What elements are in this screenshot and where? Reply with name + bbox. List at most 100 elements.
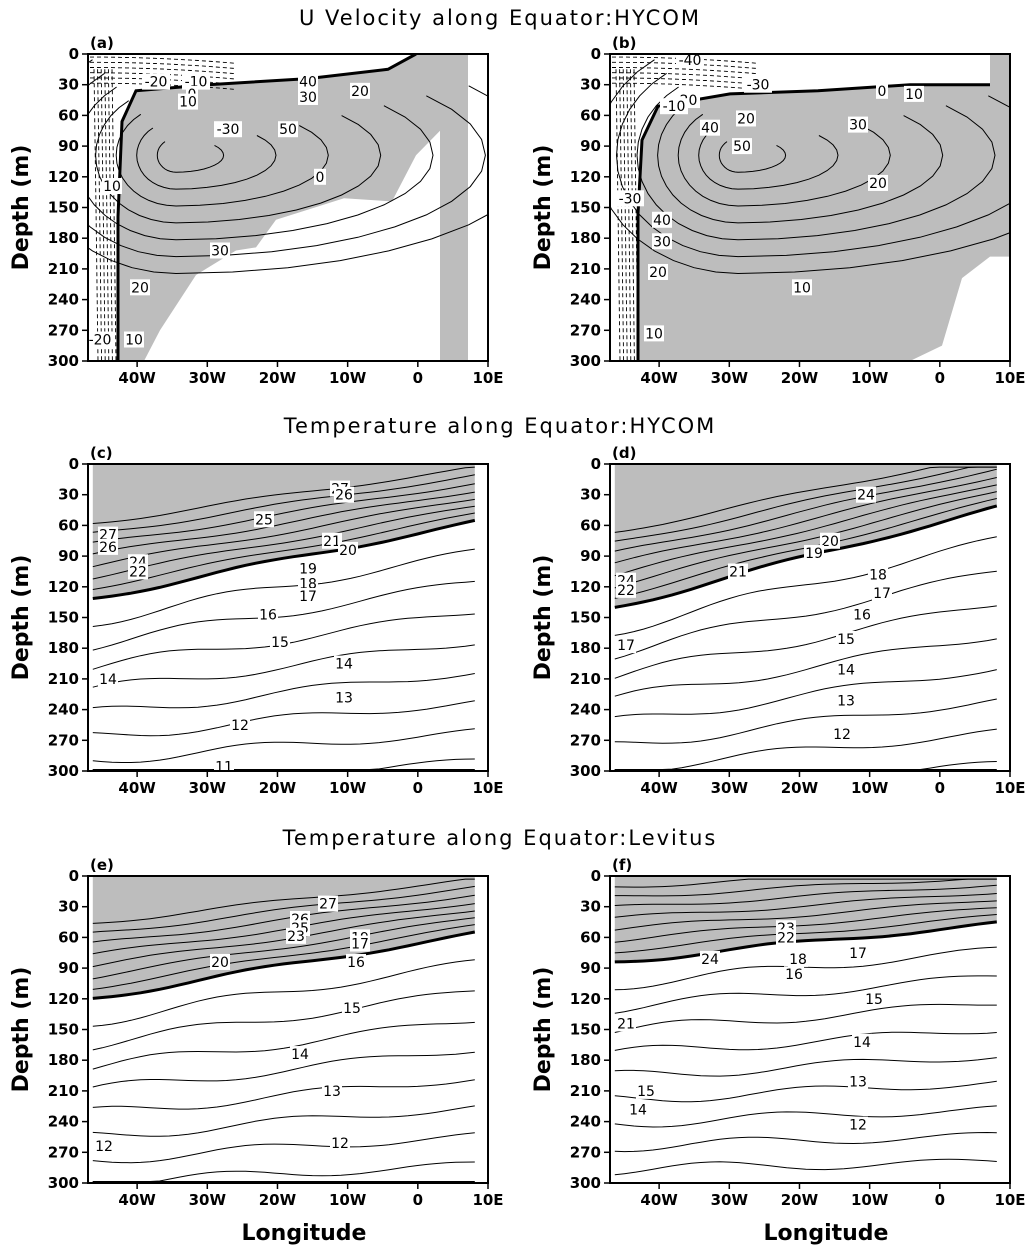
y-tick-label: 180: [570, 1051, 601, 1069]
contour-label: 14: [853, 1035, 871, 1051]
westward-contour: [100, 69, 106, 361]
y-tick-label: 30: [580, 898, 601, 916]
y-tick-label: 120: [48, 990, 79, 1008]
contour-label-bg: [98, 670, 118, 687]
westward-contour: [619, 69, 625, 361]
velocity-contour: [88, 59, 488, 275]
isotherm: [614, 1080, 997, 1103]
contour-label-bg: [652, 233, 672, 250]
isotherm: [92, 1161, 475, 1182]
contour-label: -20: [89, 333, 112, 349]
contour-label: 16: [259, 607, 277, 623]
y-tick-label: 180: [570, 639, 601, 657]
contour-label: 22: [777, 930, 795, 946]
westward-contour: [612, 72, 757, 80]
contour-label: 12: [95, 1139, 113, 1155]
panel-label: (c): [90, 444, 113, 462]
contour-label: 10: [125, 333, 143, 349]
contour-label: 26: [335, 488, 353, 504]
isotherm: [92, 903, 475, 955]
contour-label: 24: [701, 952, 719, 968]
y-tick-label: 300: [570, 1174, 601, 1192]
y-tick-label: 150: [48, 609, 79, 627]
contour-label-bg: [872, 584, 892, 601]
contour-label-bg: [342, 1000, 362, 1017]
contour-label-bg: [178, 93, 198, 110]
y-tick-label: 300: [570, 352, 601, 370]
row-title-2: Temperature along Equator:HYCOM: [283, 414, 717, 438]
contour-label-bg: [278, 121, 298, 138]
x-tick-label: 0: [413, 1191, 423, 1209]
contour-label: 14: [335, 657, 353, 673]
isotherm: [92, 910, 475, 968]
y-tick-label: 240: [570, 1113, 601, 1131]
y-tick-label: 270: [48, 731, 79, 749]
contour-label-bg: [876, 82, 888, 99]
y-tick-label: 0: [69, 455, 79, 473]
contour-label-bg: [736, 110, 756, 127]
contour-label: 22: [617, 583, 635, 599]
y-tick-label: 180: [48, 1051, 79, 1069]
y-tick-label: 120: [570, 168, 601, 186]
isotherm: [92, 491, 475, 555]
contour-label: 14: [99, 672, 117, 688]
x-tick-label: 30W: [711, 779, 749, 797]
contour-label-bg: [214, 121, 242, 138]
isotherm: [92, 924, 475, 990]
y-tick-label: 210: [570, 260, 601, 278]
contour-label-bg: [334, 486, 354, 503]
contour-label-bg: [636, 1082, 656, 1099]
westward-contour: [104, 69, 110, 361]
contour-label-bg: [628, 1101, 648, 1118]
contour-label: 10: [179, 95, 197, 111]
contour-label: 20: [821, 534, 839, 550]
isotherm: [614, 536, 997, 636]
isotherm: [614, 914, 997, 954]
isotherm: [92, 474, 475, 533]
plot-area: [88, 54, 488, 361]
isotherm: [614, 975, 997, 1014]
y-tick-label: 30: [580, 76, 601, 94]
contour-label-bg: [820, 532, 840, 549]
y-tick-label: 30: [58, 898, 79, 916]
plot-area: [92, 464, 476, 770]
x-tick-label: 0: [413, 779, 423, 797]
contour-label: -10: [663, 99, 686, 115]
isotherm: [92, 917, 475, 980]
contour-label: 22: [129, 564, 147, 580]
isotherm: [92, 990, 475, 1051]
y-tick-label: 210: [570, 670, 601, 688]
contour-label-bg: [728, 563, 748, 580]
contour-label-bg: [788, 950, 808, 967]
y-tick-label: 300: [570, 762, 601, 780]
contour-label: 10: [645, 326, 663, 342]
x-tick-label: 40W: [118, 1191, 156, 1209]
contour-label-bg: [616, 1015, 636, 1032]
contour-label-bg: [322, 532, 342, 549]
y-tick-label: 270: [48, 1143, 79, 1161]
contour-label-bg: [856, 486, 876, 503]
isotherm: [614, 638, 997, 697]
x-tick-label: 40W: [640, 1191, 678, 1209]
westward-contour: [97, 69, 103, 361]
contour-label-bg: [700, 119, 720, 136]
contour-label: 27: [319, 897, 337, 913]
contour-label: 18: [869, 568, 887, 584]
contour-label-bg: [210, 953, 230, 970]
y-tick-label: 150: [48, 1021, 79, 1039]
x-tick-label: 30W: [711, 1191, 749, 1209]
y-tick-label: 60: [580, 516, 601, 534]
y-tick-label: 150: [48, 199, 79, 217]
contour-label: 15: [637, 1084, 655, 1100]
contour-label-bg: [334, 655, 354, 672]
velocity-contour: [718, 141, 787, 173]
contour-label-bg: [270, 634, 290, 651]
contour-label: 13: [323, 1084, 341, 1100]
isotherm: [92, 1105, 475, 1137]
contour-label: 20: [211, 955, 229, 971]
isotherm: [92, 728, 475, 763]
westward-contour: [90, 61, 235, 69]
y-tick-label: 0: [69, 45, 79, 63]
westward-contour: [611, 77, 757, 85]
contour-label-bg: [744, 76, 772, 93]
